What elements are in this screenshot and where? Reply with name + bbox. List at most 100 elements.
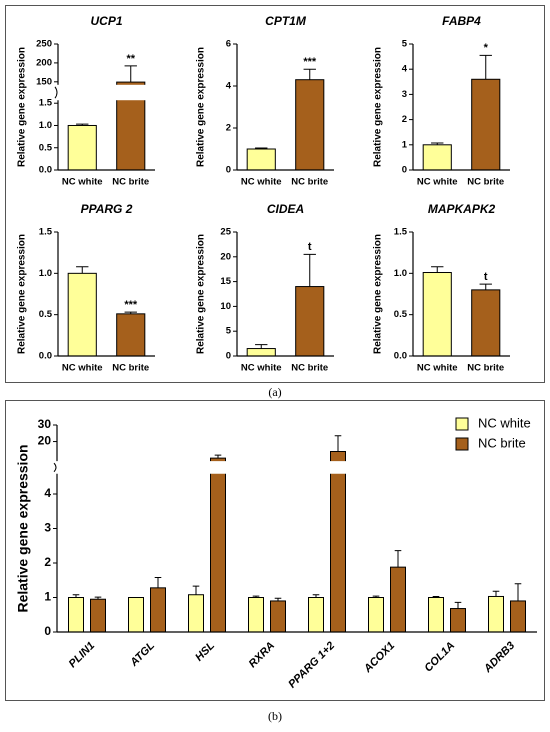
- y-tick-label: 1.0: [39, 268, 52, 279]
- bar: [488, 595, 504, 633]
- x-tick-label: ATGL: [127, 639, 157, 669]
- bar: [68, 597, 84, 633]
- y-axis-label: Relative gene expression: [196, 234, 207, 354]
- panel-a-frame: [5, 5, 545, 383]
- error-bar: [214, 454, 222, 459]
- bar: [90, 598, 106, 633]
- y-tick-label: 6: [226, 39, 231, 50]
- bar: [510, 600, 526, 633]
- chart-title: CIDEA: [267, 202, 304, 216]
- y-tick-label: 4: [226, 81, 232, 92]
- y-axis-label: Relative gene expression: [17, 234, 28, 354]
- error-bar: [303, 68, 316, 80]
- x-tick-label: NC white: [241, 177, 282, 188]
- error-bar: [432, 595, 440, 598]
- error-bar: [431, 142, 444, 145]
- x-tick-label: NC brite: [467, 363, 504, 374]
- x-tick-label: HSL: [193, 639, 217, 663]
- y-axis-label: Relative gene expression: [373, 234, 384, 354]
- error-bar: [252, 595, 260, 598]
- bar: [368, 597, 384, 633]
- x-tick-label: PLIN1: [67, 640, 98, 671]
- y-tick-label: 1: [44, 590, 51, 604]
- y-tick-label: 15: [220, 276, 231, 287]
- error-bar: [431, 266, 444, 273]
- bar: [248, 597, 264, 633]
- x-tick-label: NC white: [417, 363, 458, 374]
- annotation: *: [484, 42, 489, 54]
- y-tick-label: 0: [402, 165, 407, 176]
- y-tick-label: 1: [402, 139, 408, 150]
- error-bar: [274, 597, 282, 601]
- x-tick-label: PPARG 1+2: [286, 640, 337, 691]
- chart-title: MAPKAPK2: [428, 202, 496, 216]
- bar: [210, 457, 226, 633]
- y-tick-label: 2: [44, 555, 51, 569]
- error-bar: [372, 595, 380, 598]
- y-tick-label: 1.5: [39, 227, 53, 238]
- y-tick-label: 0: [226, 351, 231, 362]
- x-tick-label: NC brite: [112, 363, 149, 374]
- x-tick-label: ADRB3: [481, 640, 517, 676]
- annotation: ***: [303, 56, 317, 68]
- bar: [428, 597, 444, 633]
- annotation: ***: [124, 299, 138, 311]
- y-tick-label: 3: [402, 89, 407, 100]
- y-tick-label: 25: [220, 227, 231, 238]
- x-tick-label: NC white: [62, 177, 103, 188]
- bar: [150, 587, 166, 633]
- x-tick-label: NC brite: [291, 177, 328, 188]
- error-bar: [94, 596, 102, 600]
- bar: [295, 79, 325, 171]
- chart-title: CPT1M: [265, 14, 307, 28]
- caption: (a): [268, 385, 281, 399]
- y-axis-label: Relative gene expression: [373, 47, 384, 167]
- caption: (b): [268, 709, 282, 723]
- y-tick-label: 30: [38, 417, 52, 431]
- y-axis-label: Relative gene expression: [17, 47, 28, 167]
- axis-break: [52, 84, 155, 101]
- y-tick-label: 20: [38, 434, 52, 448]
- error-bar: [154, 576, 162, 588]
- error-bar: [76, 123, 89, 126]
- legend-swatch: [455, 417, 469, 431]
- chart-title: UCP1: [90, 14, 122, 28]
- break-mark: [54, 86, 58, 99]
- x-tick-label: NC brite: [112, 177, 149, 188]
- legend-label: NC brite: [478, 435, 526, 450]
- error-bar: [124, 311, 137, 314]
- y-tick-label: 250: [36, 39, 52, 50]
- bar: [116, 313, 146, 357]
- y-tick-label: 1.0: [39, 120, 52, 131]
- bar: [67, 272, 97, 357]
- error-bar: [72, 594, 80, 598]
- error-bar: [454, 601, 462, 609]
- legend-swatch: [455, 437, 469, 451]
- y-tick-label: 0: [44, 624, 51, 638]
- y-tick-label: 1.5: [39, 98, 53, 109]
- axis-break: [51, 461, 537, 474]
- bar: [246, 348, 276, 357]
- x-tick-label: ACOX1: [361, 640, 397, 676]
- bar: [471, 289, 501, 357]
- y-axis-label: Relative gene expression: [196, 47, 207, 167]
- bar: [450, 608, 466, 633]
- y-tick-label: 2: [226, 123, 231, 134]
- y-tick-label: 4: [44, 486, 51, 500]
- x-tick-label: RXRA: [247, 640, 278, 671]
- error-bar: [76, 266, 89, 274]
- y-tick-label: 0.0: [39, 351, 52, 362]
- chart-title: PPARG 2: [81, 202, 133, 216]
- legend-label: NC white: [478, 415, 531, 430]
- annotation: t: [308, 241, 312, 253]
- error-bar: [492, 590, 500, 597]
- error-bar: [312, 594, 320, 598]
- y-tick-label: 3: [44, 521, 51, 535]
- y-tick-label: 10: [220, 301, 231, 312]
- y-tick-label: 0.5: [39, 309, 53, 320]
- y-tick-label: 5: [226, 326, 232, 337]
- annotation: **: [126, 53, 135, 65]
- error-bar: [479, 54, 492, 80]
- bar: [390, 566, 406, 633]
- y-tick-label: 200: [36, 57, 52, 68]
